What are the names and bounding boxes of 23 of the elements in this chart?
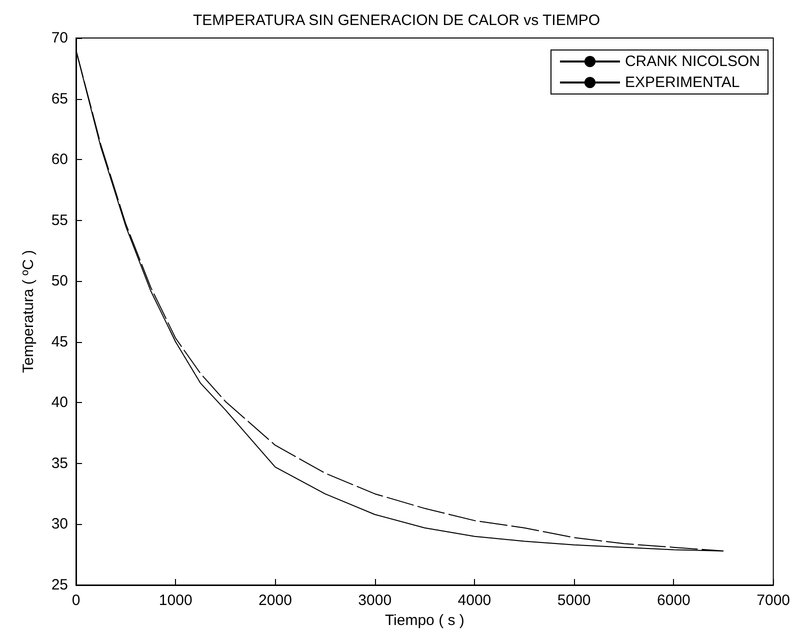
y-tick-label: 50 bbox=[51, 272, 68, 290]
chart-title: TEMPERATURA SIN GENERACION DE CALOR vs TIEMPO bbox=[192, 12, 600, 29]
x-tick-label: 7000 bbox=[756, 592, 790, 609]
x-tick-label: 2000 bbox=[258, 592, 292, 609]
x-tick-label: 0 bbox=[72, 592, 80, 609]
x-tick-label: 5000 bbox=[557, 592, 591, 609]
y-tick-label: 55 bbox=[51, 212, 68, 229]
y-tick-label: 60 bbox=[51, 151, 68, 168]
legend-label: EXPERIMENTAL bbox=[624, 74, 740, 91]
x-tick-label: 1000 bbox=[158, 592, 192, 609]
y-tick-label: 45 bbox=[51, 333, 68, 350]
x-tick-label: 4000 bbox=[458, 592, 492, 609]
y-tick-label: 65 bbox=[51, 90, 68, 108]
legend-label: CRANK NICOLSON bbox=[624, 53, 760, 70]
y-tick-label: 30 bbox=[51, 516, 68, 533]
x-tick-label: 6000 bbox=[657, 592, 690, 609]
y-tick-label: 70 bbox=[51, 30, 68, 46]
y-tick-label: 25 bbox=[51, 576, 68, 594]
y-axis-title: Temperatura ( ºC ) bbox=[20, 250, 37, 374]
x-axis-title: Tiempo ( s ) bbox=[384, 612, 464, 629]
x-tick-label: 3000 bbox=[358, 592, 392, 609]
y-tick-label: 35 bbox=[51, 454, 68, 472]
y-tick-label: 40 bbox=[51, 394, 68, 412]
